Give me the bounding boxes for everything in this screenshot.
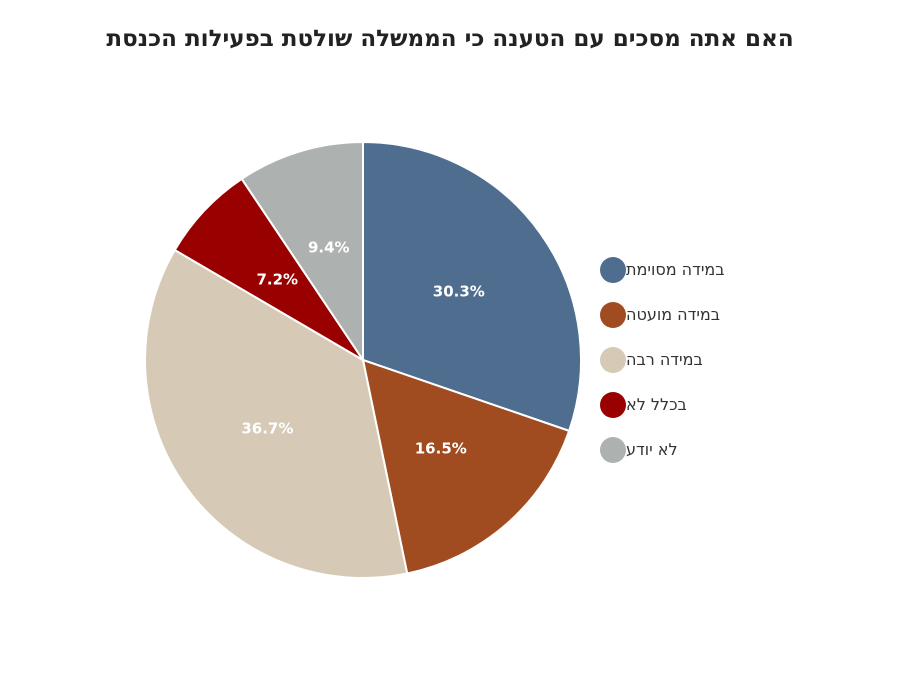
pie-slice-1 xyxy=(361,358,571,575)
pie-slice-0 xyxy=(362,140,582,433)
pie-slice-2 xyxy=(144,248,409,579)
legend-item-3: בכלל לא xyxy=(600,382,800,427)
legend-swatch-3 xyxy=(600,391,626,418)
legend-label-4: לא יודע xyxy=(626,440,678,459)
legend-item-1: במידה מועטה xyxy=(600,292,800,337)
legend-swatch-0 xyxy=(600,256,626,283)
slice-data-label-1: 16.5% xyxy=(415,439,467,457)
legend-swatch-4 xyxy=(600,436,626,463)
legend-item-2: במידה רבה xyxy=(600,337,800,382)
pie-slice-3 xyxy=(173,177,364,361)
pie-data-labels: 30.3% 16.5% 36.7% 7.2% 9.4% xyxy=(241,238,484,457)
slice-data-label-0: 30.3% xyxy=(433,283,485,301)
legend-label-1: במידה מועטה xyxy=(626,305,721,324)
legend-item-4: לא יודע xyxy=(600,427,800,472)
legend-item-0: במידה מסוימת xyxy=(600,247,800,292)
slice-data-label-3: 7.2% xyxy=(256,270,298,288)
pie-slices xyxy=(144,140,582,579)
legend-label-0: במידה מסוימת xyxy=(626,260,725,279)
pie-slice-4 xyxy=(240,140,364,364)
legend-label-2: במידה רבה xyxy=(626,350,703,369)
legend-label-3: בכלל לא xyxy=(626,395,687,414)
slice-data-label-4: 9.4% xyxy=(308,238,350,256)
chart-title: האם אתה מסכים עם הטענה כי הממשלה שולטת ב… xyxy=(106,26,794,52)
legend: במידה מסוימת במידה מועטה במידה רבה בכלל לא ל… xyxy=(600,247,800,472)
legend-swatch-2 xyxy=(600,346,626,373)
legend-swatch-1 xyxy=(600,301,626,328)
slice-data-label-2: 36.7% xyxy=(241,420,293,438)
